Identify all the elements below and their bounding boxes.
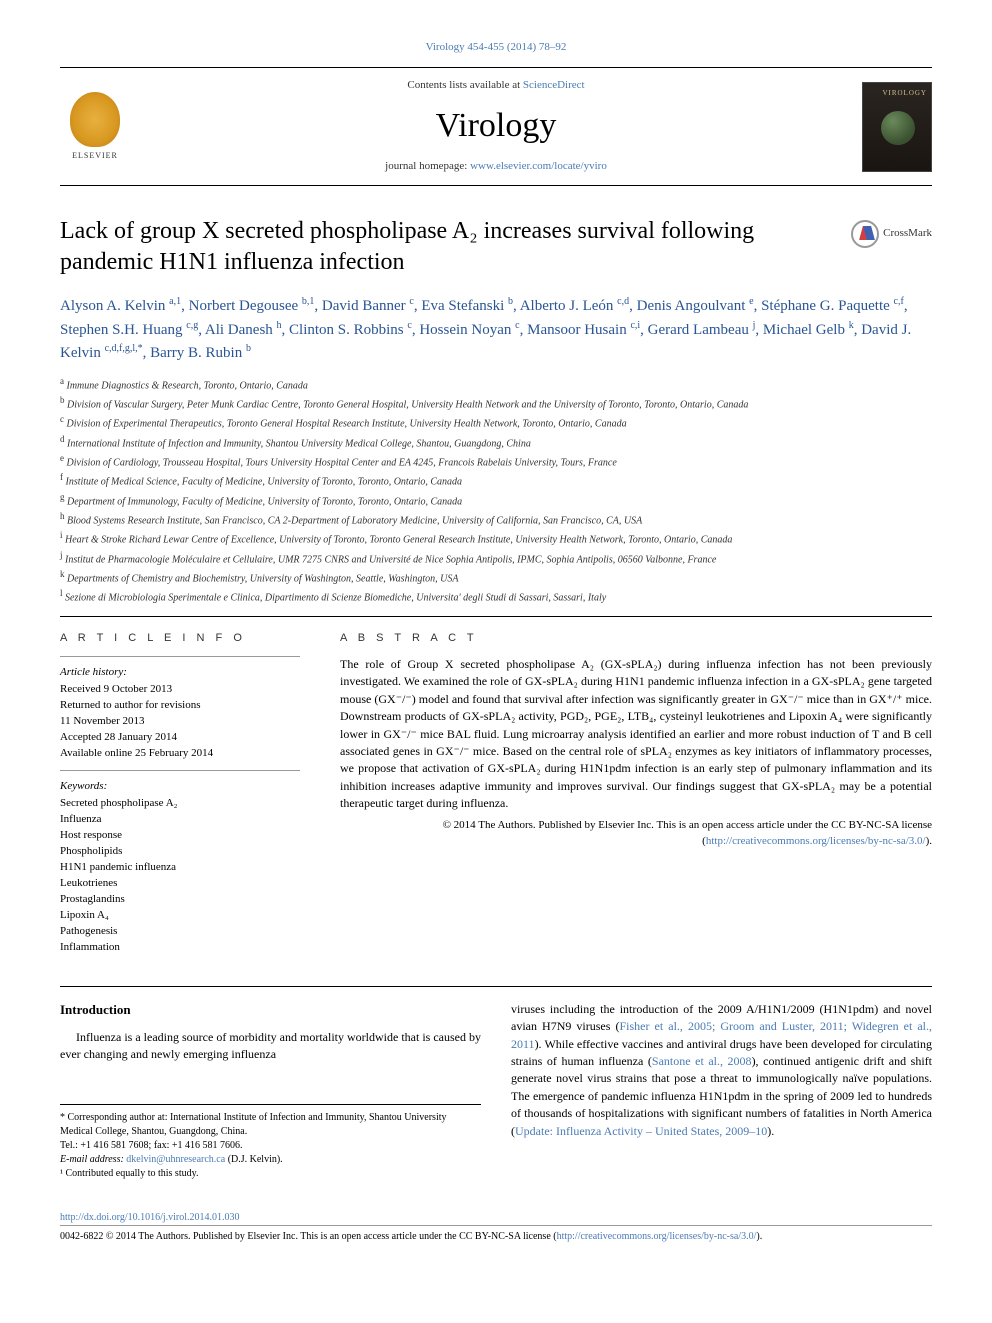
- abstract-copyright: © 2014 The Authors. Published by Elsevie…: [340, 818, 932, 850]
- abstract-text: The role of Group X secreted phospholipa…: [340, 656, 932, 813]
- keyword-item: Host response: [60, 828, 300, 844]
- corresponding-author-note: * Corresponding author at: International…: [60, 1111, 481, 1139]
- keyword-item: Influenza: [60, 812, 300, 828]
- cover-title-text: VIROLOGY: [882, 89, 927, 99]
- crossmark-icon: [851, 220, 879, 248]
- elsevier-logo-text: ELSEVIER: [72, 150, 118, 161]
- email-link[interactable]: dkelvin@uhnresearch.ca: [126, 1154, 225, 1165]
- abstract-column: A B S T R A C T The role of Group X secr…: [340, 631, 932, 956]
- keyword-item: Phospholipids: [60, 844, 300, 860]
- issn-copyright-line: 0042-6822 © 2014 The Authors. Published …: [60, 1230, 932, 1244]
- journal-name: Virology: [130, 102, 862, 150]
- intro-paragraph-left: Influenza is a leading source of morbidi…: [60, 1029, 481, 1064]
- journal-cover-thumbnail: VIROLOGY: [862, 82, 932, 172]
- journal-header: ELSEVIER Contents lists available at Sci…: [60, 67, 932, 185]
- intro-paragraph-right: viruses including the introduction of th…: [511, 1001, 932, 1140]
- journal-header-center: Contents lists available at ScienceDirec…: [130, 78, 862, 174]
- email-paren: (D.J. Kelvin).: [225, 1154, 283, 1165]
- keyword-item: H1N1 pandemic influenza: [60, 860, 300, 876]
- license-link[interactable]: http://creativecommons.org/licenses/by-n…: [706, 835, 926, 847]
- tel-fax-line: Tel.: +1 416 581 7608; fax: +1 416 581 7…: [60, 1139, 481, 1153]
- footer-divider: [60, 1225, 932, 1226]
- copyright-close: ).: [926, 835, 932, 847]
- affiliation-item: l Sezione di Microbiologia Sperimentale …: [60, 587, 932, 605]
- keyword-item: Inflammation: [60, 940, 300, 956]
- affiliation-item: k Departments of Chemistry and Biochemis…: [60, 568, 932, 586]
- affiliation-item: a Immune Diagnostics & Research, Toronto…: [60, 375, 932, 393]
- keyword-item: Lipoxin A₄: [60, 908, 300, 924]
- journal-homepage-line: journal homepage: www.elsevier.com/locat…: [130, 159, 862, 174]
- divider: [60, 616, 932, 617]
- affiliation-item: h Blood Systems Research Institute, San …: [60, 510, 932, 528]
- affiliation-item: f Institute of Medical Science, Faculty …: [60, 471, 932, 489]
- issn-text-post: ).: [756, 1231, 762, 1242]
- equal-contribution-note: ¹ Contributed equally to this study.: [60, 1167, 481, 1181]
- divider: [60, 986, 932, 987]
- affiliation-item: d International Institute of Infection a…: [60, 433, 932, 451]
- affiliation-item: c Division of Experimental Therapeutics,…: [60, 413, 932, 431]
- article-info-heading: A R T I C L E I N F O: [60, 631, 300, 646]
- article-history-label: Article history:: [60, 665, 300, 680]
- info-divider: [60, 770, 300, 771]
- history-item: Accepted 28 January 2014: [60, 730, 300, 746]
- body-right-column: viruses including the introduction of th…: [511, 1001, 932, 1181]
- crossmark-label: CrossMark: [883, 226, 932, 241]
- keyword-item: Pathogenesis: [60, 924, 300, 940]
- issn-text-pre: 0042-6822 © 2014 The Authors. Published …: [60, 1231, 557, 1242]
- email-label: E-mail address:: [60, 1154, 126, 1165]
- history-item: Returned to author for revisions: [60, 698, 300, 714]
- sciencedirect-link[interactable]: ScienceDirect: [523, 79, 585, 91]
- citation-link[interactable]: Virology 454-455 (2014) 78–92: [60, 40, 932, 55]
- keyword-item: Prostaglandins: [60, 892, 300, 908]
- cover-orb-icon: [881, 111, 915, 145]
- elsevier-tree-icon: [70, 92, 120, 147]
- author-list: Alyson A. Kelvin a,1, Norbert Degousee b…: [60, 294, 932, 365]
- info-divider: [60, 656, 300, 657]
- history-item: Available online 25 February 2014: [60, 746, 300, 762]
- homepage-link[interactable]: www.elsevier.com/locate/yviro: [470, 160, 607, 172]
- contents-prefix: Contents lists available at: [407, 79, 522, 91]
- affiliation-item: e Division of Cardiology, Trousseau Hosp…: [60, 452, 932, 470]
- citation-link-3[interactable]: Update: Influenza Activity – United Stat…: [515, 1124, 767, 1138]
- keywords-label: Keywords:: [60, 779, 300, 794]
- body-left-column: Introduction Influenza is a leading sour…: [60, 1001, 481, 1181]
- doi-link[interactable]: http://dx.doi.org/10.1016/j.virol.2014.0…: [60, 1212, 240, 1223]
- contents-lists-line: Contents lists available at ScienceDirec…: [130, 78, 862, 93]
- abstract-heading: A B S T R A C T: [340, 631, 932, 646]
- article-title: Lack of group X secreted phospholipase A…: [60, 216, 831, 278]
- citation-link-2[interactable]: Santone et al., 2008: [652, 1054, 752, 1068]
- crossmark-badge[interactable]: CrossMark: [851, 220, 932, 248]
- history-item: Received 9 October 2013: [60, 682, 300, 698]
- elsevier-logo: ELSEVIER: [60, 87, 130, 167]
- affiliation-item: b Division of Vascular Surgery, Peter Mu…: [60, 394, 932, 412]
- homepage-prefix: journal homepage:: [385, 160, 470, 172]
- affiliation-list: a Immune Diagnostics & Research, Toronto…: [60, 375, 932, 606]
- keyword-item: Secreted phospholipase A₂: [60, 796, 300, 812]
- page-footer: http://dx.doi.org/10.1016/j.virol.2014.0…: [60, 1211, 932, 1244]
- affiliation-item: g Department of Immunology, Faculty of M…: [60, 491, 932, 509]
- affiliation-item: i Heart & Stroke Richard Lewar Centre of…: [60, 529, 932, 547]
- footer-license-link[interactable]: http://creativecommons.org/licenses/by-n…: [557, 1231, 757, 1242]
- intro-text-4: ).: [767, 1124, 774, 1138]
- affiliation-item: j Institut de Pharmacologie Moléculaire …: [60, 549, 932, 567]
- article-info-column: A R T I C L E I N F O Article history: R…: [60, 631, 300, 956]
- email-line: E-mail address: dkelvin@uhnresearch.ca (…: [60, 1153, 481, 1167]
- history-item: 11 November 2013: [60, 714, 300, 730]
- introduction-heading: Introduction: [60, 1001, 481, 1019]
- keyword-item: Leukotrienes: [60, 876, 300, 892]
- footnote-block: * Corresponding author at: International…: [60, 1104, 481, 1181]
